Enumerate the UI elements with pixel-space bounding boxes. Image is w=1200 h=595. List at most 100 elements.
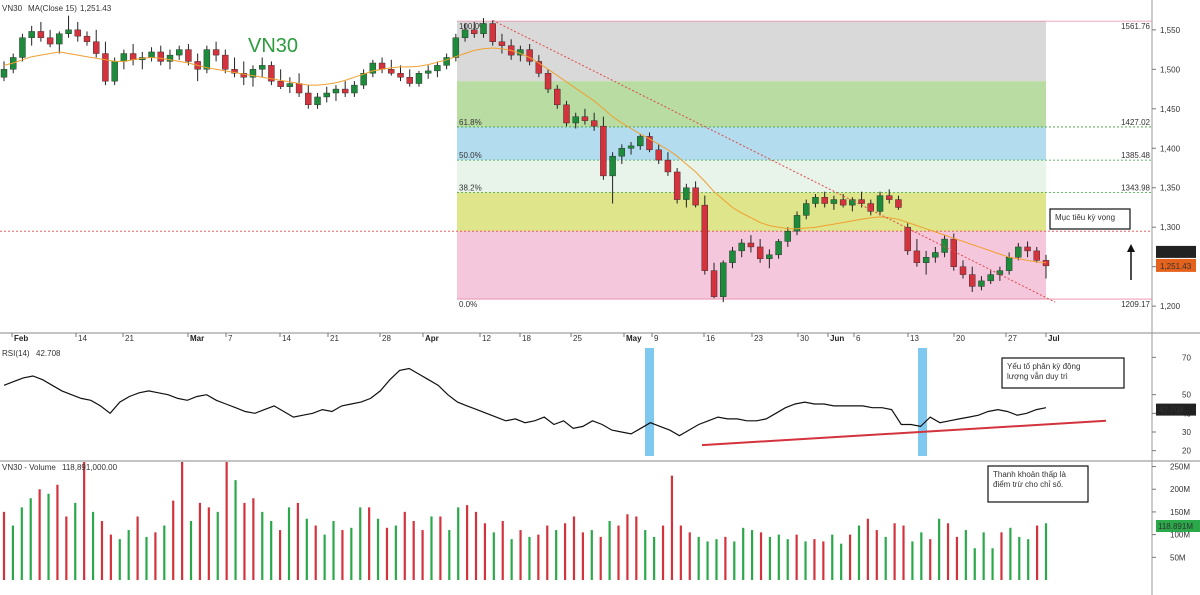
candle-body xyxy=(886,195,893,200)
price-tick-label: 1,400 xyxy=(1160,144,1181,153)
rsi-tick-label: 70 xyxy=(1182,353,1191,362)
candle-body xyxy=(664,159,672,173)
x-axis-label: 25 xyxy=(573,334,582,343)
candle-body xyxy=(378,62,386,70)
candle-body xyxy=(148,51,155,58)
candle-body xyxy=(286,83,294,87)
rsi-tick-label: 30 xyxy=(1182,428,1191,437)
x-axis-label: Mar xyxy=(190,334,204,343)
candle-body xyxy=(83,35,91,42)
candle-body xyxy=(969,274,976,287)
candle-body xyxy=(932,252,939,258)
volume-tick-label: 250M xyxy=(1170,463,1190,472)
candle-body xyxy=(277,80,284,87)
candle-body xyxy=(157,51,164,62)
volume-tick-label: 50M xyxy=(1170,553,1186,562)
candle-body xyxy=(821,197,828,204)
x-axis-label: 21 xyxy=(330,334,339,343)
candle-body xyxy=(129,53,137,61)
volume-annotation-box xyxy=(987,465,1089,503)
candle-body xyxy=(655,149,662,161)
candle-body xyxy=(1033,250,1040,261)
price-tick-label: 1,550 xyxy=(1160,26,1181,35)
candle-body xyxy=(692,187,699,206)
candle-body xyxy=(1005,257,1013,271)
fib-label: 38.2% xyxy=(459,183,482,192)
candle-body xyxy=(369,62,377,74)
candle-body xyxy=(443,57,450,66)
candle-body xyxy=(111,61,118,82)
x-axis-label: 14 xyxy=(282,334,291,343)
candle-body xyxy=(729,250,736,263)
x-axis-label: 23 xyxy=(754,334,763,343)
fib-zone xyxy=(457,126,1046,161)
x-axis-label: 7 xyxy=(228,334,233,343)
rsi-line xyxy=(3,367,1047,437)
vn30-big-label: VN30 xyxy=(248,35,298,57)
candle-body xyxy=(222,54,229,70)
rsi-annotation-text: lượng vẫn duy trì xyxy=(1007,372,1068,381)
rsi-tick-label: 20 xyxy=(1182,447,1191,456)
candle-body xyxy=(775,241,782,256)
candle-body xyxy=(185,49,192,62)
candle-body xyxy=(46,37,54,45)
candle-body xyxy=(19,37,26,58)
x-axis-label: 28 xyxy=(382,334,391,343)
candle-body xyxy=(65,29,72,34)
candle-body xyxy=(904,227,911,252)
candle-body xyxy=(268,65,275,82)
target-annotation-text: Mục tiêu kỳ vọng xyxy=(1055,213,1115,222)
x-axis-label: 14 xyxy=(78,334,87,343)
fib-bottom-label: 0.0% xyxy=(459,300,477,309)
candle-body xyxy=(544,73,552,90)
volume-header-label: VN30 - Volume xyxy=(2,463,56,472)
candle-body xyxy=(673,171,681,200)
candle-body xyxy=(415,73,423,84)
fib-value: 1343.98 xyxy=(1121,183,1150,192)
volume-header-value: 118,891,000.00 xyxy=(62,463,118,472)
candle-body xyxy=(793,215,801,232)
candle-body xyxy=(683,187,690,200)
fib-top-label: 100.0% xyxy=(459,22,486,31)
candle-body xyxy=(922,257,930,263)
candle-body xyxy=(572,116,579,124)
fib-label: 50.0% xyxy=(459,151,482,160)
candle-body xyxy=(895,199,902,208)
x-axis-label: 21 xyxy=(125,334,134,343)
x-axis-label: 13 xyxy=(910,334,919,343)
target-arrow-head xyxy=(1127,244,1135,252)
candle-body xyxy=(849,199,856,206)
candle-body xyxy=(959,266,967,275)
volume-tick-label: 200M xyxy=(1170,485,1190,494)
candle-body xyxy=(803,203,810,216)
last-price-label: 1,251.43 xyxy=(1160,262,1192,271)
fib-bottom-value: 1209.17 xyxy=(1121,300,1150,309)
candle-body xyxy=(996,270,1004,275)
candle-body xyxy=(176,49,183,56)
fib-value: 1427.02 xyxy=(1121,118,1150,127)
candle-body xyxy=(166,54,174,62)
candle-body xyxy=(618,148,626,157)
price-tick-label: 1,200 xyxy=(1160,302,1181,311)
fib-label: 61.8% xyxy=(459,118,482,127)
divergence-highlight xyxy=(918,348,927,456)
candle-body xyxy=(637,136,644,147)
candle-body xyxy=(766,254,773,259)
x-axis-label: 18 xyxy=(522,334,531,343)
fib-zone xyxy=(457,160,1046,193)
x-axis-label: Apr xyxy=(425,334,439,343)
x-axis-label: 9 xyxy=(654,334,659,343)
candle-body xyxy=(74,29,81,37)
candle-body xyxy=(1024,246,1031,252)
candle-body xyxy=(397,73,404,78)
candle-body xyxy=(600,125,607,177)
trend-line xyxy=(492,19,1056,303)
candle-body xyxy=(231,69,238,74)
candle-body xyxy=(56,33,63,45)
rsi-badge-value: 42.708 xyxy=(1159,406,1184,415)
fib-zone xyxy=(457,231,1046,300)
price-tick-label: 1,450 xyxy=(1160,105,1181,114)
candle-body xyxy=(37,31,45,38)
candle-body xyxy=(120,53,128,62)
